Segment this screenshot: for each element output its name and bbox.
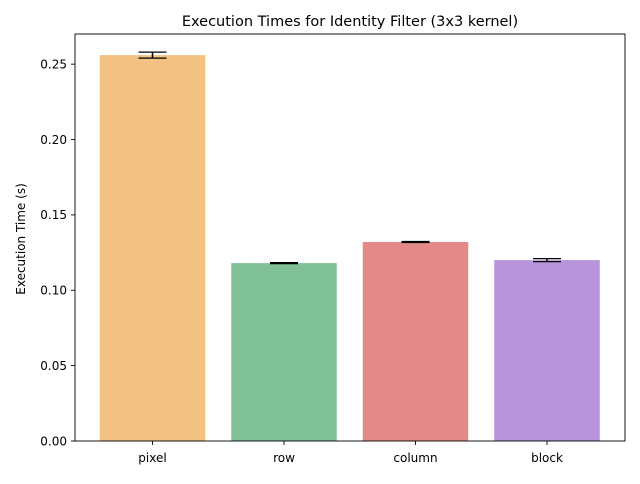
axes-layer: pixel row column block 0.00 0.05 0.10 0.15 0.20 0… <box>40 33 626 465</box>
y-tick-label: 0.15 <box>40 208 67 222</box>
chart-title: Execution Times for Identity Filter (3x3… <box>182 14 518 30</box>
x-tick-label-block: block <box>531 451 563 465</box>
bar-row <box>231 263 337 441</box>
error-bar-column <box>401 240 430 244</box>
bars-layer <box>99 55 600 442</box>
error-bar-row <box>270 262 298 265</box>
error-bar-block <box>533 257 561 263</box>
y-tick-label: 0.10 <box>40 284 67 298</box>
x-tick-label-column: column <box>393 451 437 465</box>
error-bar-pixel <box>138 51 167 59</box>
plot-frame <box>74 33 626 442</box>
y-tick-label: 0.25 <box>40 57 67 71</box>
bar-pixel <box>99 55 206 442</box>
x-tick-label-pixel: pixel <box>138 451 166 465</box>
bar-column <box>362 242 469 441</box>
bar-block <box>494 260 600 441</box>
y-tick-label: 0.05 <box>40 359 67 373</box>
y-tick-label: 0.20 <box>40 133 67 147</box>
error-bars-layer <box>138 51 561 265</box>
labels-layer: Execution Times for Identity Filter (3x3… <box>14 14 518 295</box>
y-tick-label: 0.00 <box>40 434 67 448</box>
x-tick-label-row: row <box>273 451 295 465</box>
y-axis-label: Execution Time (s) <box>14 183 28 295</box>
